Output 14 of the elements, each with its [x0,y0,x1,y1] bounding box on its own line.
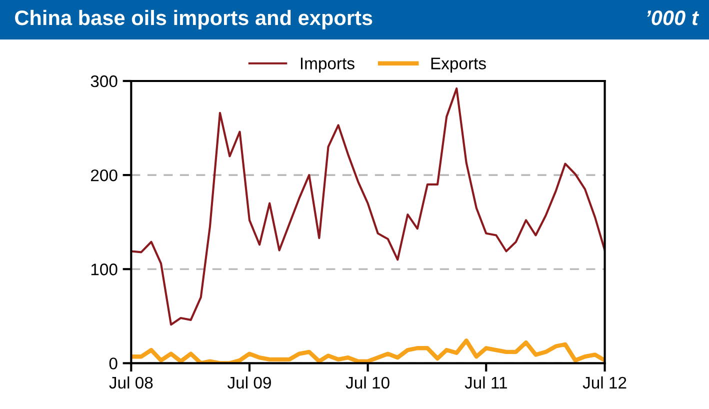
y-tick-label: 300 [90,75,118,88]
legend-label: Exports [431,58,486,73]
y-tick-label: 200 [91,169,118,182]
y-tick-label: 0 [109,358,118,370]
x-tick-label: Jul 08 [109,376,153,389]
x-tick-label: Jul 09 [228,376,271,389]
x-tick-label: Jul 10 [346,376,390,389]
text: ’000 t [647,10,700,26]
x-tick-label: Jul 11 [464,376,507,389]
y-tick-label: 100 [91,264,118,276]
x-tick-label: Jul 12 [582,376,626,389]
legend-label: Imports [300,58,354,73]
line-series [131,87,605,326]
chart-title: China base oils imports and exports [15,10,372,30]
